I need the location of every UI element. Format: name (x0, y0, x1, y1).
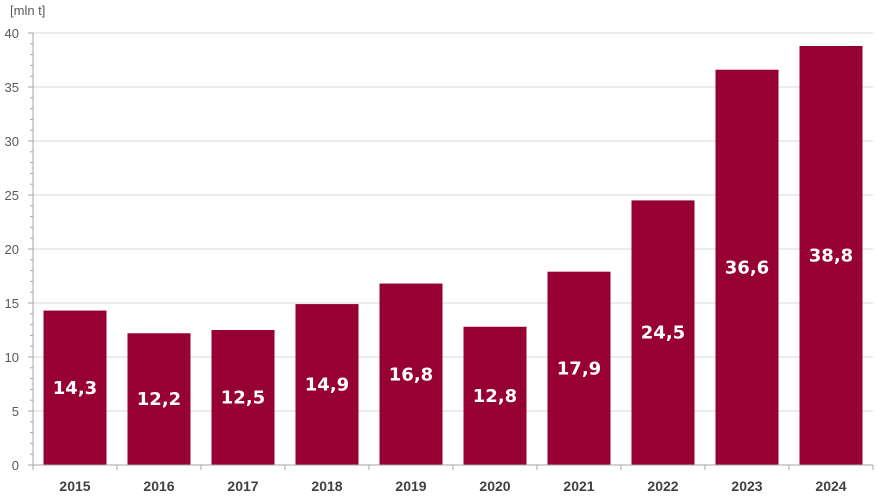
data-label-2023: 36,6 (725, 257, 769, 278)
y-tick-label: 10 (5, 350, 19, 365)
bar-2016 (127, 333, 191, 465)
x-tick-label: 2019 (395, 478, 426, 494)
x-tick-label: 2021 (563, 478, 594, 494)
x-tick-label: 2020 (479, 478, 510, 494)
bar-2021 (547, 271, 611, 465)
data-label-2015: 14,3 (53, 378, 97, 399)
bar-2020 (463, 326, 527, 465)
y-tick-label: 20 (5, 242, 19, 257)
bar-2022 (631, 200, 695, 465)
bar-2024 (799, 45, 863, 466)
y-axis-unit-label: [mln t] (10, 3, 45, 18)
y-tick-label: 40 (5, 26, 19, 41)
y-tick-label: 15 (5, 296, 19, 311)
data-label-2024: 38,8 (809, 245, 853, 266)
bar-2015 (43, 310, 107, 465)
x-tick-label: 2022 (647, 478, 678, 494)
x-tick-label: 2024 (815, 478, 846, 494)
y-tick-label: 0 (12, 458, 19, 473)
data-label-2017: 12,5 (221, 388, 265, 409)
y-tick-label: 30 (5, 134, 19, 149)
bar-2019 (379, 283, 443, 465)
x-tick-label: 2016 (143, 478, 174, 494)
data-label-2016: 12,2 (137, 389, 181, 410)
bar-2017 (211, 330, 275, 465)
data-label-2019: 16,8 (389, 364, 433, 385)
data-label-2021: 17,9 (557, 358, 601, 379)
x-axis: 2015 2016 2017 2018 2019 2020 2021 2022 2023 2024 (32, 464, 874, 494)
data-label-2018: 14,9 (305, 375, 349, 396)
data-label-2022: 24,5 (641, 323, 685, 344)
y-axis: 0 5 10 15 20 25 30 35 40 (5, 26, 34, 473)
bar-2018 (295, 304, 359, 465)
x-tick-label: 2017 (227, 478, 258, 494)
data-label-2020: 12,8 (473, 386, 517, 407)
y-tick-label: 35 (5, 80, 19, 95)
bar-2023 (715, 69, 779, 465)
y-tick-label: 5 (12, 404, 19, 419)
x-tick-label: 2023 (731, 478, 762, 494)
y-tick-label: 25 (5, 188, 19, 203)
bars: 14,3 12,2 12,5 14,9 16,8 12,8 17,9 24,5 36,6 38,8 (43, 45, 863, 466)
x-tick-label: 2015 (59, 478, 90, 494)
x-tick-label: 2018 (311, 478, 342, 494)
